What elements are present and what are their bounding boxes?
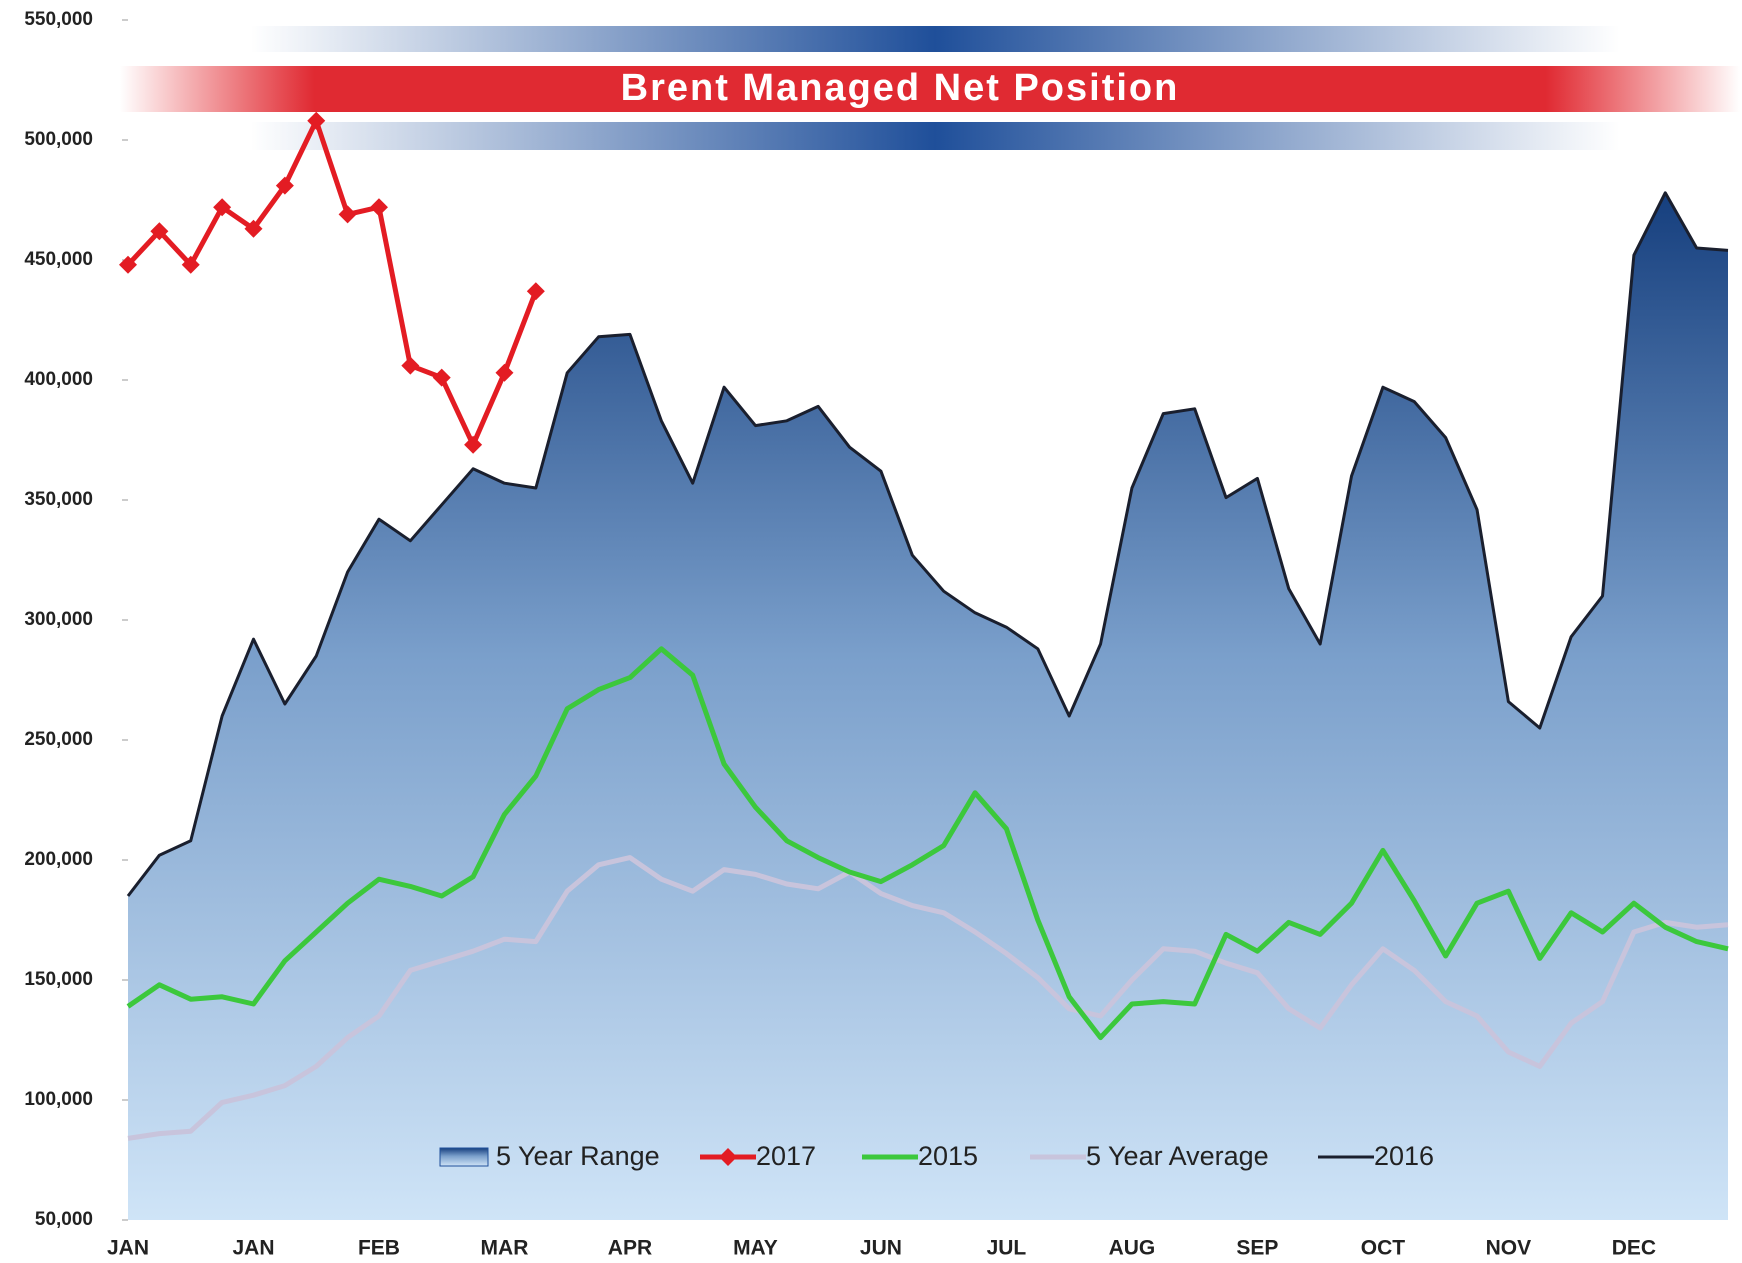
x-tick-label: JUN bbox=[860, 1237, 902, 1260]
x-tick-label: SEP bbox=[1236, 1237, 1278, 1260]
x-tick-label: JUL bbox=[987, 1237, 1027, 1260]
data-point bbox=[464, 435, 483, 454]
x-tick-label: JAN bbox=[107, 1237, 149, 1260]
legend-swatch bbox=[439, 1147, 489, 1167]
range-area bbox=[128, 192, 1728, 1220]
y-tick-label: 250,000 bbox=[24, 729, 93, 750]
x-tick-label: APR bbox=[608, 1237, 652, 1260]
data-point bbox=[150, 222, 169, 241]
data-point bbox=[181, 255, 200, 274]
plot: 50,000 100,000 150,000 200,000 250,000 300,00… bbox=[24, 9, 1729, 1260]
data-point bbox=[338, 205, 357, 224]
legend-label: 2015 bbox=[918, 1141, 978, 1171]
data-point bbox=[526, 282, 545, 301]
legend-swatch bbox=[719, 1148, 737, 1166]
title-band bbox=[120, 66, 1740, 112]
chart-title: Brent Managed Net Position bbox=[621, 67, 1180, 109]
data-point bbox=[307, 111, 326, 130]
data-point bbox=[244, 219, 263, 238]
x-tick-label: MAR bbox=[481, 1237, 529, 1260]
data-point bbox=[213, 198, 232, 217]
data-point bbox=[495, 363, 514, 382]
x-tick-label: FEB bbox=[358, 1237, 400, 1260]
y-tick-label: 500,000 bbox=[24, 129, 93, 150]
legend-label: 5 Year Average bbox=[1086, 1141, 1269, 1171]
title-band bbox=[250, 26, 1620, 52]
data-point bbox=[369, 198, 388, 217]
legend-label: 2016 bbox=[1374, 1141, 1434, 1171]
data-point bbox=[275, 176, 294, 195]
x-tick-label: MAY bbox=[733, 1237, 778, 1260]
y-tick-label: 400,000 bbox=[24, 369, 93, 390]
data-point bbox=[432, 368, 451, 387]
series-line bbox=[127, 855, 1729, 1141]
x-tick-label: OCT bbox=[1361, 1237, 1406, 1260]
x-tick-label: NOV bbox=[1486, 1237, 1532, 1260]
y-tick-label: 350,000 bbox=[24, 489, 93, 510]
x-tick-label: DEC bbox=[1612, 1237, 1656, 1260]
data-point bbox=[119, 255, 137, 274]
title-band bbox=[250, 122, 1620, 150]
series-line bbox=[126, 118, 539, 448]
y-tick-label: 200,000 bbox=[24, 849, 93, 870]
series-line bbox=[126, 191, 1729, 897]
data-point bbox=[401, 356, 420, 375]
y-tick-label: 450,000 bbox=[24, 249, 93, 270]
legend-label: 5 Year Range bbox=[496, 1141, 660, 1171]
legend-label: 2017 bbox=[756, 1141, 816, 1171]
x-tick-label: JAN bbox=[232, 1237, 274, 1260]
y-tick-label: 100,000 bbox=[24, 1089, 93, 1110]
y-tick-label: 150,000 bbox=[24, 969, 93, 990]
y-tick-label: 300,000 bbox=[24, 609, 93, 630]
x-tick-label: AUG bbox=[1109, 1237, 1156, 1260]
series-line bbox=[126, 646, 1729, 1041]
y-tick-label: 50,000 bbox=[35, 1209, 93, 1230]
y-tick-label: 550,000 bbox=[24, 9, 93, 30]
